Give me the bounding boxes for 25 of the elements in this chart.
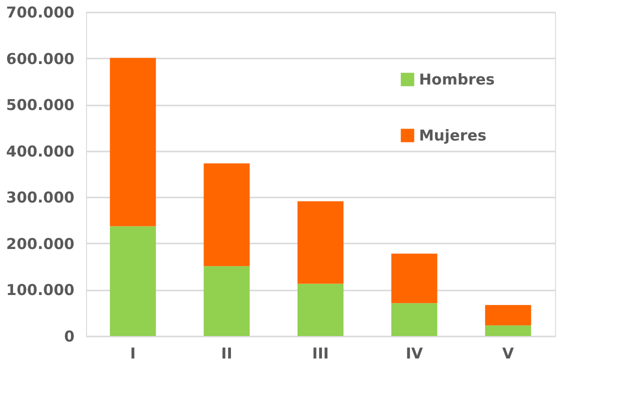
- x-tick-label: III: [312, 344, 329, 362]
- y-tick-label: 400.000: [6, 142, 74, 160]
- bar: [391, 303, 438, 336]
- y-tick-label: 0: [64, 328, 74, 346]
- bar: [110, 58, 156, 226]
- y-tick-label: 600.000: [6, 50, 74, 68]
- y-tick-label: 300.000: [6, 188, 74, 207]
- x-tick-label: II: [221, 344, 232, 362]
- x-tick-label: I: [130, 344, 136, 362]
- bar: [391, 254, 438, 304]
- x-tick-label: IV: [406, 344, 424, 362]
- y-tick-label: 700.000: [6, 4, 74, 22]
- bar: [110, 226, 156, 336]
- x-tick-label: V: [502, 344, 514, 362]
- bar: [485, 325, 532, 336]
- bar: [298, 201, 344, 284]
- y-tick-label: 100.000: [6, 281, 74, 300]
- y-tick-label: 200.000: [6, 234, 74, 253]
- y-tick-label: 500.000: [6, 96, 74, 114]
- bar: [204, 266, 250, 336]
- bar: [485, 304, 532, 326]
- bar: [298, 284, 344, 336]
- bar: [204, 163, 250, 266]
- legend-label: Mujeres: [419, 126, 486, 144]
- legend-label: Hombres: [419, 70, 495, 88]
